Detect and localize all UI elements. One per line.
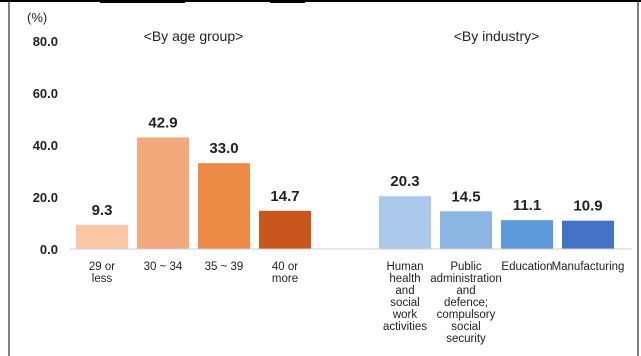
data-label: 9.3 [92, 202, 113, 219]
y-tick-label: 60.0 [33, 86, 58, 101]
bar-groups: <By age group> 9.3 29 or less 42.9 30 ~ 34 33.… [76, 28, 624, 345]
category-label: 30 ~ 34 [144, 261, 183, 273]
category-label-line: compulsory [437, 309, 496, 321]
category-label-line: health [389, 273, 420, 285]
category-label-line: and [456, 285, 475, 297]
category-label-line: more [272, 273, 298, 285]
data-label: 20.3 [390, 173, 419, 190]
bar [198, 163, 250, 249]
category-label-line: administration [430, 273, 502, 285]
data-label: 42.9 [148, 114, 177, 131]
bar [562, 220, 614, 249]
category-label: 40 or more [272, 261, 298, 285]
category-label-line: security [446, 333, 486, 345]
category-label: 29 or less [89, 261, 115, 285]
category-label-line: Public [450, 261, 482, 273]
group-title: <By industry> [454, 28, 540, 44]
category-label-line: and [395, 285, 414, 297]
top-dark-bar [100, 0, 185, 3]
data-label: 14.7 [270, 188, 299, 205]
data-label: 14.5 [451, 188, 480, 205]
group-title: <By age group> [144, 28, 244, 44]
category-label-line: Human [386, 261, 423, 273]
category-label-line: social [451, 321, 480, 333]
bar [440, 211, 492, 249]
category-label-line: Education [501, 261, 552, 273]
y-tick-label: 20.0 [33, 190, 58, 205]
category-label-line: 40 or [272, 261, 298, 273]
category-label-line: defence; [444, 297, 488, 309]
data-label: 10.9 [573, 198, 602, 215]
y-tick-label: 40.0 [33, 138, 58, 153]
bar [501, 220, 553, 249]
category-label-line: 29 or [89, 261, 115, 273]
category-label-line: social [390, 297, 419, 309]
category-label: Human health and social work activities [383, 261, 427, 333]
bar [76, 224, 128, 249]
top-dark-bar-2 [270, 0, 305, 3]
bar [259, 210, 311, 249]
data-label: 33.0 [209, 140, 238, 157]
bar-group: <By age group> 9.3 29 or less 42.9 30 ~ 34 33.… [76, 28, 311, 285]
category-label-line: 35 ~ 39 [205, 261, 244, 273]
y-axis: 80.0 60.0 40.0 20.0 0.0 [33, 34, 58, 257]
bar [137, 137, 189, 249]
unit-label: (%) [27, 10, 47, 25]
category-label: 35 ~ 39 [205, 261, 244, 273]
category-label-line: activities [383, 321, 427, 333]
category-label-line: Manufacturing [552, 261, 625, 273]
bar [379, 196, 431, 249]
category-label-line: work [392, 309, 418, 321]
data-label: 11.1 [513, 197, 541, 214]
category-label-line: less [92, 273, 113, 285]
category-label-line: 30 ~ 34 [144, 261, 183, 273]
category-label: Public administration and defence; compulsor… [430, 261, 502, 345]
y-tick-label: 80.0 [33, 34, 58, 49]
category-label: Manufacturing [552, 261, 625, 273]
y-tick-label: 0.0 [40, 242, 58, 257]
category-label: Education [501, 261, 552, 273]
